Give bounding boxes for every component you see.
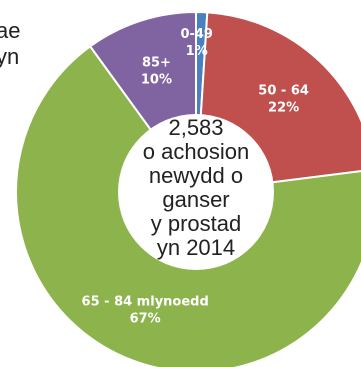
labels-layer: 0-49 1% 50 - 64 22% 65 - 84 mlynoedd 67% 85+ 10… xyxy=(82,27,309,326)
slice-percent-3: 10% xyxy=(141,72,172,87)
edge-text-fragment-2: yn xyxy=(0,44,20,69)
center-text-line-3: ganser xyxy=(162,187,229,212)
slice-label-3: 85+ xyxy=(142,55,171,70)
slice-percent-0: 1% xyxy=(186,44,208,59)
slice-label-1: 50 - 64 xyxy=(258,84,309,99)
center-hole xyxy=(118,114,274,270)
center-text-line-2: newydd o xyxy=(149,163,243,188)
center-text-line-1: o achosion xyxy=(143,139,249,164)
slice-label-2: 65 - 84 mlynoedd xyxy=(82,294,209,309)
center-text-line-4: y prostad xyxy=(151,211,242,236)
slice-percent-2: 67% xyxy=(130,311,161,326)
center-text-line-0: 2,583 xyxy=(168,115,223,140)
slice-label-0: 0-49 xyxy=(180,27,213,42)
center-text-line-5: yn 2014 xyxy=(157,235,235,260)
edge-text-fragment-1: ae xyxy=(0,18,21,43)
center-total-text: 2,583 o achosion newydd o ganser y prostad yn… xyxy=(143,115,249,260)
slice-percent-1: 22% xyxy=(268,101,299,116)
